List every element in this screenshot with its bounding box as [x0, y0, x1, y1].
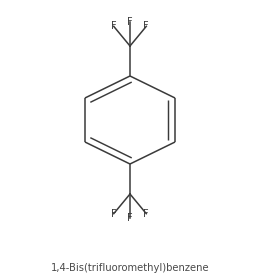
Text: F: F — [127, 213, 133, 223]
Text: 1,4-Bis(trifluoromethyl)benzene: 1,4-Bis(trifluoromethyl)benzene — [51, 263, 209, 273]
Text: F: F — [111, 21, 116, 31]
Text: F: F — [127, 17, 133, 27]
Text: F: F — [111, 209, 116, 219]
Text: F: F — [144, 21, 149, 31]
Text: F: F — [144, 209, 149, 219]
